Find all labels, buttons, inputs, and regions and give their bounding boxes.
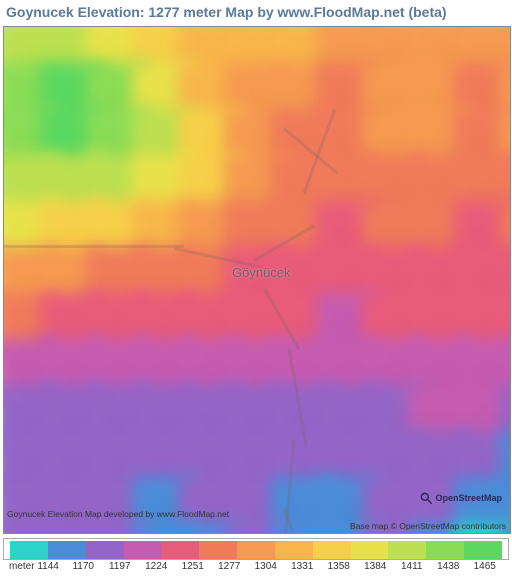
legend-value: 1438 — [430, 561, 467, 572]
legend-value: 1411 — [394, 561, 431, 572]
legend-swatch — [313, 541, 351, 559]
legend-swatch — [124, 541, 162, 559]
legend-swatch — [351, 541, 389, 559]
color-legend — [3, 538, 509, 560]
legend-swatch — [426, 541, 464, 559]
credit-developer: Goynucek Elevation Map developed by www.… — [7, 509, 229, 519]
osm-label: OpenStreetMap — [435, 493, 502, 503]
legend-swatch — [86, 541, 124, 559]
legend-value: 1170 — [65, 561, 102, 572]
legend-value: 1197 — [102, 561, 139, 572]
legend-labels: meter 1144117011971224125112771304133113… — [3, 561, 509, 574]
legend-swatch — [275, 541, 313, 559]
legend-value: 1331 — [284, 561, 321, 572]
legend-value: 1277 — [211, 561, 248, 572]
magnifier-icon — [419, 491, 433, 505]
page-title: Goynucek Elevation: 1277 meter Map by ww… — [0, 0, 512, 26]
legend-value: 1251 — [175, 561, 212, 572]
legend-swatch — [237, 541, 275, 559]
legend-swatch — [48, 541, 86, 559]
credit-basemap: Base map © OpenStreetMap contributors — [350, 521, 506, 531]
heatmap-grid — [4, 27, 510, 533]
legend-value: meter 1144 — [9, 561, 65, 572]
legend-value: 1304 — [248, 561, 285, 572]
legend-swatch — [464, 541, 502, 559]
legend-swatch — [199, 541, 237, 559]
place-label: Göynücek — [232, 265, 291, 280]
legend-value: 1224 — [138, 561, 175, 572]
legend-value: 1384 — [357, 561, 394, 572]
legend-value: 1358 — [321, 561, 358, 572]
legend-swatch — [388, 541, 426, 559]
legend-swatch — [161, 541, 199, 559]
map-container: Goynucek Elevation: 1277 meter Map by ww… — [0, 0, 512, 574]
legend-swatch — [10, 541, 48, 559]
road-segment — [4, 245, 184, 248]
openstreetmap-logo[interactable]: OpenStreetMap — [419, 491, 502, 505]
elevation-map[interactable]: Göynücek OpenStreetMap Goynucek Elevatio… — [3, 26, 511, 534]
legend-value: 1465 — [467, 561, 504, 572]
